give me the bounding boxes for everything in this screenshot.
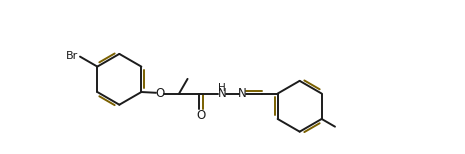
Text: N: N [218,87,226,100]
Text: O: O [155,87,165,100]
Text: H: H [219,83,226,93]
Text: Br: Br [66,51,78,61]
Text: N: N [238,87,246,100]
Text: O: O [196,109,205,122]
